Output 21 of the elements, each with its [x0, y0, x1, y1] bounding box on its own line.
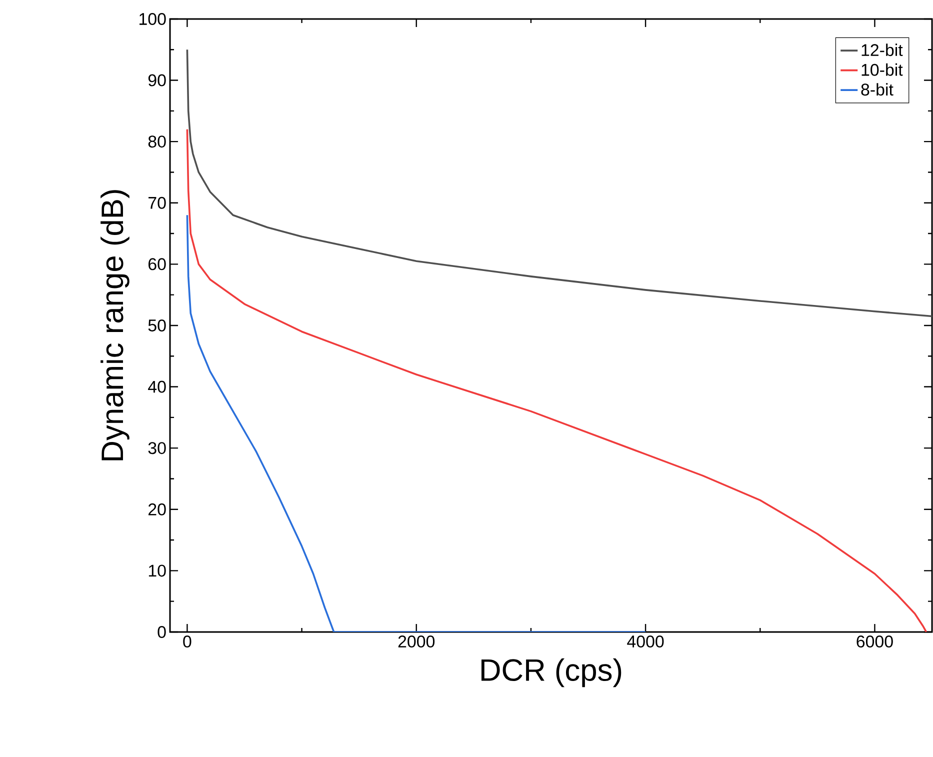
y-tick-label: 0	[158, 626, 166, 638]
y-tick-label: 90	[148, 74, 166, 86]
legend-label: 8-bit	[861, 83, 894, 96]
x-tick-label: 0	[183, 636, 192, 648]
y-tick-label: 100	[140, 12, 166, 25]
y-tick-label: 50	[148, 319, 166, 332]
x-tick-label: 4000	[627, 636, 664, 648]
y-tick-label: 70	[148, 196, 166, 209]
y-tick-label: 40	[148, 380, 166, 393]
x-axis-title: DCR (cps)	[481, 658, 622, 688]
y-tick-label: 60	[148, 258, 166, 270]
x-tick-label: 6000	[856, 636, 893, 648]
y-tick-label: 20	[148, 503, 166, 516]
y-tick-label: 80	[148, 136, 166, 148]
y-tick-label: 30	[148, 442, 166, 454]
y-axis-title: Dynamic range (dB)	[100, 190, 130, 460]
x-tick-label: 2000	[398, 636, 435, 648]
legend-label: 10-bit	[862, 63, 903, 76]
legend-label: 12-bit	[862, 44, 903, 56]
line-series	[186, 128, 928, 632]
y-tick-label: 10	[148, 564, 166, 577]
